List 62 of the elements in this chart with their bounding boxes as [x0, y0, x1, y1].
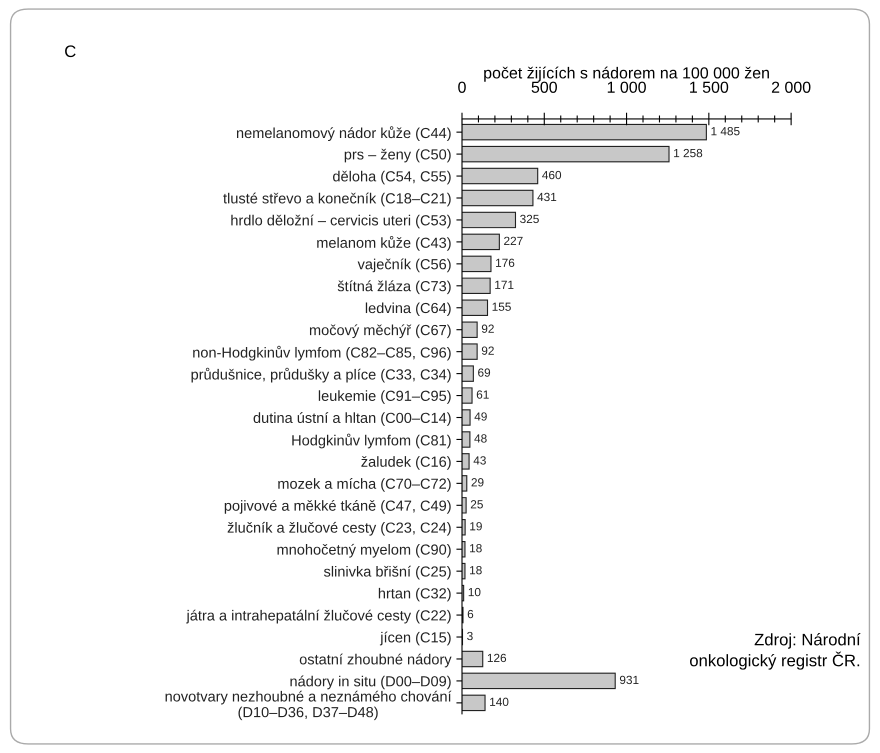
data-label: 18: [470, 566, 482, 574]
y-tick-label: slinivka břišní (C25): [324, 566, 451, 580]
y-tick-label: leukemie (C91–C95): [318, 390, 451, 404]
data-label: 92: [482, 346, 494, 355]
data-label: 49: [474, 412, 487, 421]
data-label: 92: [482, 324, 494, 333]
y-tick-label: štítná žláza (C73): [338, 280, 451, 294]
data-label: 176: [496, 258, 514, 268]
data-label: 126: [488, 654, 506, 662]
x-axis-title: počet žijících s nádorem na 100 000 žen: [484, 66, 769, 82]
data-label: 29: [472, 478, 484, 487]
y-tick-label: žaludek (C16): [361, 456, 451, 470]
y-tick-label: žlučník a žlučové cesty (C23, C24): [228, 522, 451, 536]
y-tick-label: nádory in situ (D00–D09): [290, 676, 451, 690]
data-label: 48: [474, 434, 487, 443]
y-tick-label: dutina ústní a hltan (C00–C14): [254, 412, 451, 426]
y-tick-label: tlusté střevo a konečník (C18–C21): [223, 192, 451, 206]
data-label: 431: [537, 192, 556, 202]
y-tick-label: mozek a mícha (C70–C72): [278, 478, 451, 492]
data-label: 460: [542, 170, 562, 180]
y-tick-label: pojivové a měkké tkáně (C47, C49): [224, 500, 451, 514]
y-tick-label: jícen (C15): [380, 632, 451, 646]
data-label: 171: [495, 280, 514, 289]
data-label: 10: [468, 588, 480, 596]
y-tick-label: močový měchýř (C67): [310, 324, 451, 338]
y-tick-label: Hodgkinův lymfom (C81): [292, 434, 451, 448]
data-label: 6: [468, 610, 474, 618]
y-tick-label: ostatní zhoubné nádory: [300, 654, 452, 668]
y-tick-label: vaječník (C56): [358, 258, 451, 272]
data-label: 325: [520, 214, 539, 224]
data-label: 1 485: [711, 126, 740, 136]
y-tick-label: děloha (C54, C55): [333, 170, 451, 184]
x-tick-label: 500: [532, 82, 557, 93]
annotation: Zdroj: Národní onkologický registr ČR.: [690, 633, 861, 670]
data-label: 140: [490, 698, 508, 706]
data-label: 19: [470, 522, 482, 530]
y-tick-label: průdušnice, průdušky a plíce (C33, C34): [192, 368, 451, 383]
data-label: 18: [470, 544, 482, 552]
y-tick-label: hrdlo děložní – cervicis uteri (C53): [231, 214, 451, 228]
y-tick-label: hrtan (C32): [378, 588, 451, 602]
y-tick-label: nemelanomový nádor kůže (C44): [236, 126, 451, 142]
y-tick-label: non-Hodgkinův lymfom (C82–C85, C96): [193, 346, 451, 361]
x-tick-label: 1 000: [608, 82, 646, 93]
data-label: 25: [470, 500, 483, 508]
data-label: 43: [474, 456, 486, 465]
data-label: 931: [620, 676, 638, 684]
x-tick-label: 1 500: [690, 82, 728, 93]
y-tick-label: prs – ženy (C50): [344, 148, 451, 162]
y-tick-label: novotvary nezhoubné a neznámého chování (D10–D36, D37–D48): [166, 690, 452, 720]
y-tick-label: mnohočetný myelom (C90): [278, 544, 451, 558]
data-label: 69: [478, 368, 490, 377]
y-tick-label: melanom kůže (C43): [317, 236, 451, 251]
data-label: 61: [476, 390, 489, 399]
y-tick-label: ledvina (C64): [366, 302, 451, 316]
data-label: 3: [467, 632, 473, 640]
x-tick-label: 0: [458, 82, 466, 93]
x-tick-label: 2 000: [772, 82, 810, 93]
data-label: 227: [504, 236, 523, 245]
data-label: 155: [492, 302, 511, 311]
text: C: [65, 45, 76, 58]
y-tick-label: játra a intrahepatální žlučové cesty (C22): [186, 610, 451, 624]
data-label: 1 258: [674, 148, 702, 158]
